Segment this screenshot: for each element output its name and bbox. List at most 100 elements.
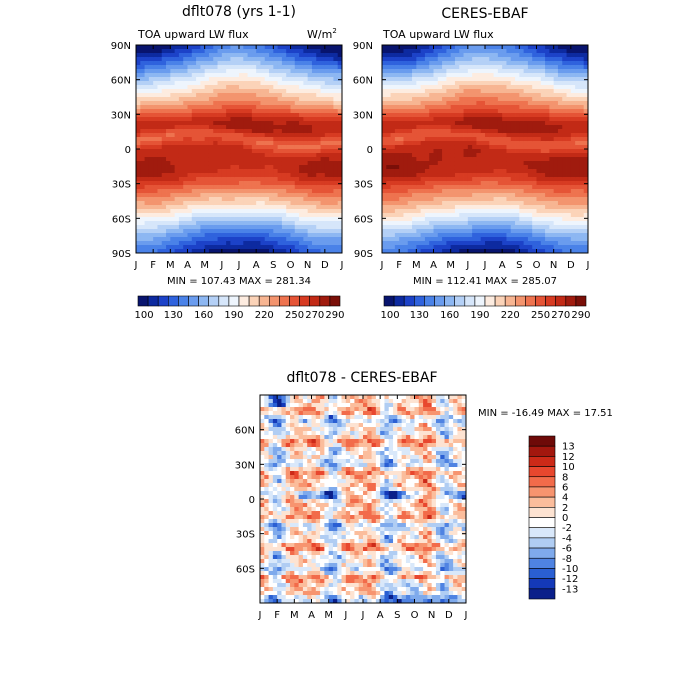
field-cell	[324, 101, 330, 106]
field-cell	[506, 93, 512, 98]
field-cell	[307, 53, 313, 58]
field-cell	[286, 125, 291, 130]
field-cell	[161, 149, 167, 154]
field-cell	[424, 61, 430, 66]
field-cell	[553, 65, 559, 70]
field-cell	[437, 241, 443, 246]
field-cell	[157, 217, 163, 222]
field-cell	[446, 113, 452, 118]
field-cell	[510, 137, 516, 142]
field-cell	[394, 105, 400, 110]
field-cell	[140, 181, 145, 186]
field-cell	[454, 209, 460, 214]
field-cell	[485, 109, 490, 114]
colorbar-swatch	[218, 295, 230, 307]
field-cell	[407, 233, 413, 238]
field-cell	[545, 149, 550, 154]
field-cell	[403, 145, 409, 150]
field-cell	[191, 241, 197, 246]
field-cell	[174, 89, 180, 94]
field-cell	[412, 69, 417, 74]
field-cell	[424, 85, 430, 90]
field-cell	[510, 149, 516, 154]
field-cell	[497, 201, 503, 206]
field-cell	[144, 77, 150, 82]
field-cell	[217, 81, 223, 86]
field-cell	[183, 233, 188, 238]
field-cell	[399, 237, 404, 242]
field-cell	[264, 53, 270, 58]
field-cell	[144, 169, 150, 174]
field-cell	[277, 177, 283, 182]
field-cell	[399, 197, 404, 202]
field-cell	[480, 101, 486, 106]
field-cell	[454, 233, 460, 238]
field-cell	[566, 105, 572, 110]
field-cell	[311, 97, 317, 102]
field-cell	[450, 209, 456, 214]
field-cell	[183, 105, 188, 110]
field-cell	[311, 45, 317, 50]
field-cell	[382, 153, 387, 158]
field-cell	[570, 165, 576, 170]
field-cell	[140, 149, 145, 154]
field-cell	[463, 233, 469, 238]
field-cell	[523, 73, 529, 78]
field-cell	[174, 105, 180, 110]
field-cell	[536, 45, 542, 50]
field-cell	[390, 57, 396, 62]
field-cell	[264, 141, 270, 146]
field-cell	[294, 149, 300, 154]
field-cell	[277, 197, 283, 202]
field-cell	[144, 161, 150, 166]
field-cell	[480, 181, 486, 186]
field-cell	[536, 221, 542, 226]
field-cell	[191, 57, 197, 62]
field-cell	[286, 61, 291, 66]
field-cell	[316, 117, 321, 122]
field-cell	[510, 105, 516, 110]
field-cell	[480, 129, 486, 134]
field-cell	[329, 197, 334, 202]
field-cell	[416, 61, 422, 66]
field-cell	[485, 137, 490, 142]
field-cell	[386, 201, 391, 206]
field-cell	[459, 93, 464, 98]
field-cell	[234, 157, 240, 162]
field-cell	[239, 221, 244, 226]
field-cell	[566, 61, 572, 66]
field-cell	[226, 53, 231, 58]
field-cell	[178, 125, 184, 130]
field-cell	[579, 61, 585, 66]
field-cell	[264, 165, 270, 170]
field-cell	[200, 229, 206, 234]
field-cell	[407, 157, 413, 162]
field-cell	[264, 101, 270, 106]
field-cell	[549, 85, 555, 90]
field-cell	[553, 249, 559, 254]
field-cell	[382, 129, 387, 134]
field-cell	[286, 185, 291, 190]
field-cell	[519, 77, 525, 82]
field-cell	[307, 237, 313, 242]
field-cell	[148, 81, 154, 86]
field-cell	[329, 213, 334, 218]
panel-model-field	[136, 45, 343, 254]
field-cell	[136, 221, 141, 226]
field-cell	[429, 85, 434, 90]
field-cell	[178, 245, 184, 250]
field-cell	[221, 141, 227, 146]
field-cell	[386, 121, 391, 126]
field-cell	[545, 209, 550, 214]
field-cell	[260, 117, 266, 122]
field-cell	[264, 117, 270, 122]
field-cell	[183, 193, 188, 198]
field-cell	[148, 133, 154, 138]
field-cell	[290, 189, 296, 194]
field-cell	[290, 221, 296, 226]
field-cell	[459, 113, 464, 118]
field-cell	[566, 49, 572, 54]
field-cell	[545, 161, 550, 166]
field-cell	[437, 45, 443, 50]
